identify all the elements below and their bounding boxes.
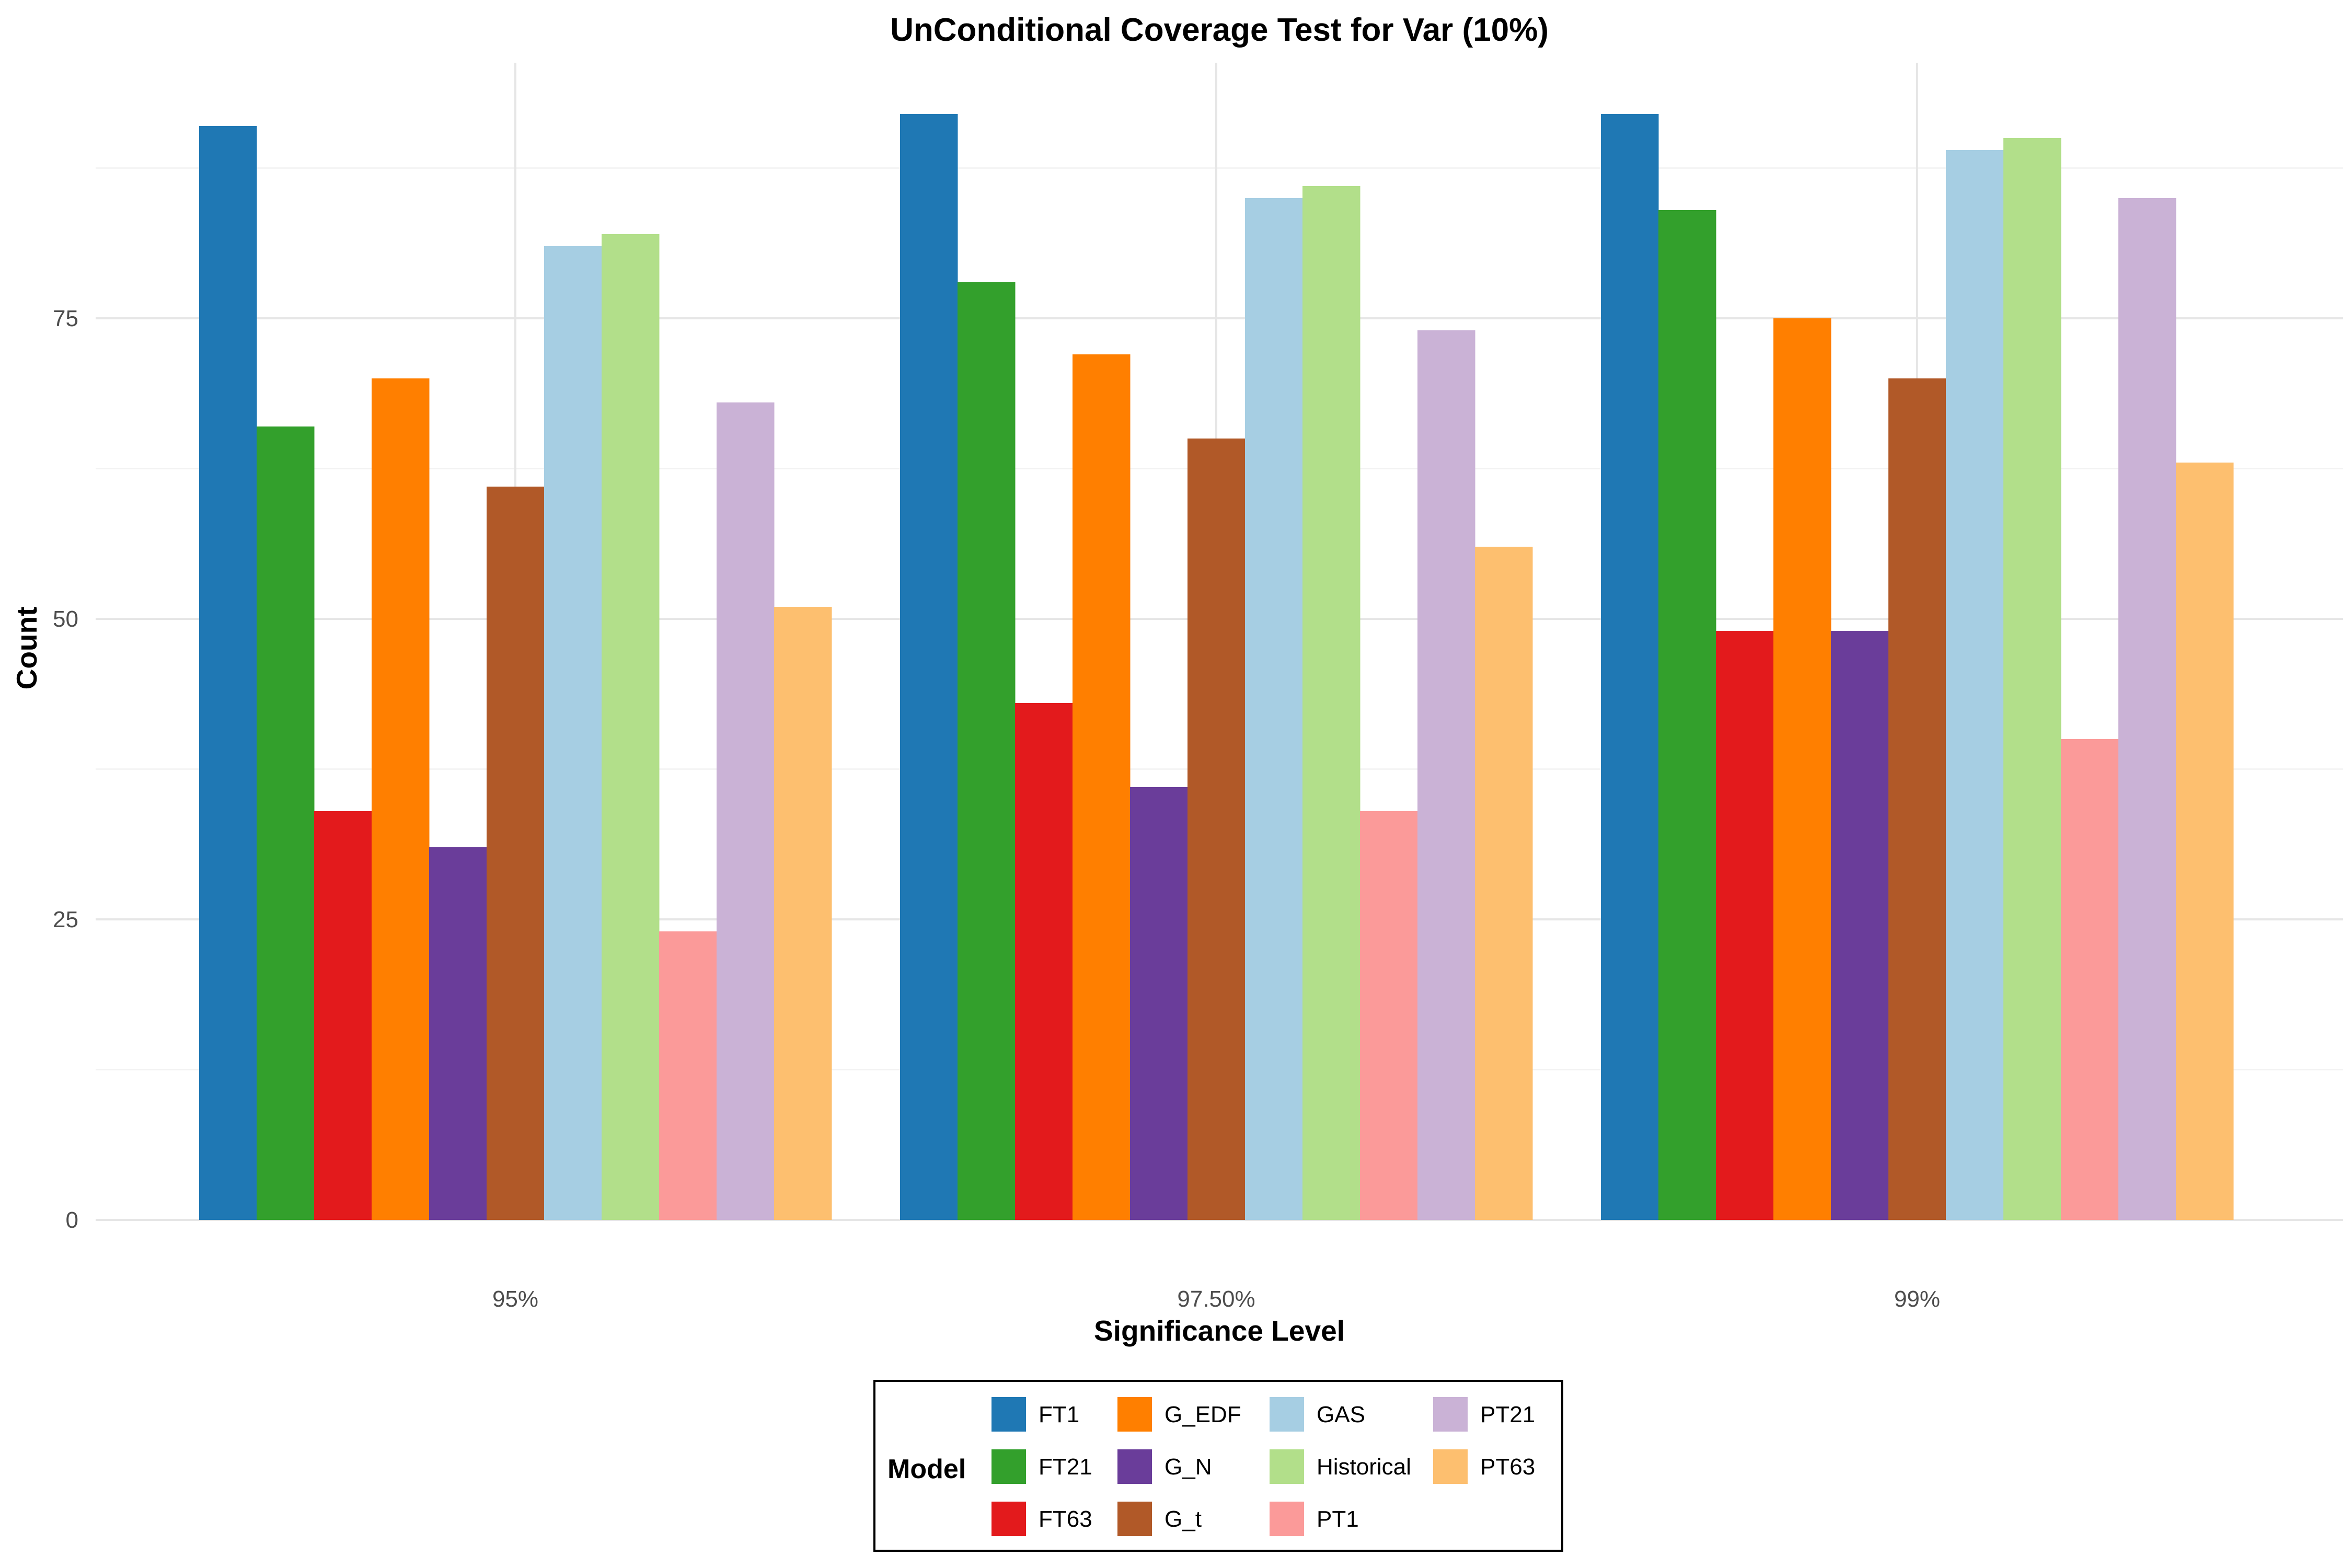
x-tick-label: 99% xyxy=(1894,1286,1940,1312)
bars xyxy=(199,114,2234,1220)
y-tick-label: 75 xyxy=(53,306,78,331)
legend-label: PT21 xyxy=(1480,1402,1535,1427)
legend-key xyxy=(1270,1502,1304,1536)
bar-g-edf xyxy=(372,378,430,1220)
bar-pt1 xyxy=(659,931,717,1220)
bar-g-edf xyxy=(1073,354,1131,1220)
bar-g-t xyxy=(1187,439,1246,1220)
legend-items: FT1 FT21 FT63 G_EDF G_N G_t GAS Historical PT1 PT… xyxy=(991,1397,1535,1536)
bar-pt21 xyxy=(717,402,775,1220)
legend-key xyxy=(991,1397,1026,1432)
bar-historical xyxy=(2003,138,2061,1220)
legend-key xyxy=(991,1502,1026,1536)
x-tick-label: 95% xyxy=(492,1286,538,1312)
chart-title: UnConditional Coverage Test for Var (10%… xyxy=(890,12,1549,48)
bar-pt63 xyxy=(1475,547,1533,1220)
x-tick-label: 97.50% xyxy=(1177,1286,1255,1312)
legend-key xyxy=(1270,1449,1304,1484)
legend-key xyxy=(1117,1397,1152,1432)
legend-label: G_N xyxy=(1165,1454,1212,1480)
bar-ft21 xyxy=(1658,210,1716,1220)
bar-g-t xyxy=(1888,378,1946,1220)
bar-pt21 xyxy=(1417,330,1475,1220)
bar-historical xyxy=(1302,186,1361,1220)
bar-ft21 xyxy=(257,426,315,1220)
legend-key xyxy=(991,1449,1026,1484)
legend-label: GAS xyxy=(1317,1402,1365,1427)
y-tick-label: 0 xyxy=(66,1207,78,1233)
bar-ft63 xyxy=(1716,631,1774,1220)
bar-historical xyxy=(602,234,660,1220)
legend-key xyxy=(1433,1449,1468,1484)
bar-ft63 xyxy=(314,811,372,1220)
bar-ft21 xyxy=(958,282,1016,1220)
legend-key xyxy=(1117,1449,1152,1484)
legend: Model FT1 FT21 FT63 G_EDF G_N G_t GAS Historica… xyxy=(873,1380,1563,1552)
bar-gas xyxy=(544,246,602,1220)
bar-pt1 xyxy=(2061,739,2119,1220)
bar-g-t xyxy=(487,487,545,1220)
bar-g-n xyxy=(1130,787,1188,1220)
bar-pt1 xyxy=(1360,811,1418,1220)
legend-label: G_EDF xyxy=(1165,1402,1241,1427)
legend-key xyxy=(1117,1502,1152,1536)
legend-key xyxy=(1270,1397,1304,1432)
legend-label: FT63 xyxy=(1039,1506,1092,1532)
axes: 0 25 50 75 95% 97.50% 99% xyxy=(53,306,1940,1312)
bar-gas xyxy=(1245,198,1303,1220)
bar-ft63 xyxy=(1015,703,1073,1220)
bar-ft1 xyxy=(900,114,958,1220)
legend-label: FT1 xyxy=(1039,1402,1079,1427)
bar-g-n xyxy=(429,847,487,1220)
bar-pt63 xyxy=(2176,463,2234,1220)
bar-ft1 xyxy=(1601,114,1659,1220)
y-tick-label: 25 xyxy=(53,907,78,932)
bar-ft1 xyxy=(199,126,257,1220)
legend-label: G_t xyxy=(1165,1506,1202,1532)
legend-label: FT21 xyxy=(1039,1454,1092,1480)
bar-pt21 xyxy=(2118,198,2176,1220)
bar-gas xyxy=(1946,150,2004,1220)
legend-key xyxy=(1433,1397,1468,1432)
bar-pt63 xyxy=(774,607,832,1220)
legend-label: PT63 xyxy=(1480,1454,1535,1480)
y-tick-label: 50 xyxy=(53,606,78,632)
y-axis-title: Count xyxy=(10,607,43,690)
bar-g-n xyxy=(1831,631,1889,1220)
legend-title: Model xyxy=(887,1454,966,1484)
legend-label: Historical xyxy=(1317,1454,1411,1480)
legend-label: PT1 xyxy=(1317,1506,1359,1532)
x-axis-title: Significance Level xyxy=(1094,1315,1345,1347)
bar-g-edf xyxy=(1773,318,1831,1220)
